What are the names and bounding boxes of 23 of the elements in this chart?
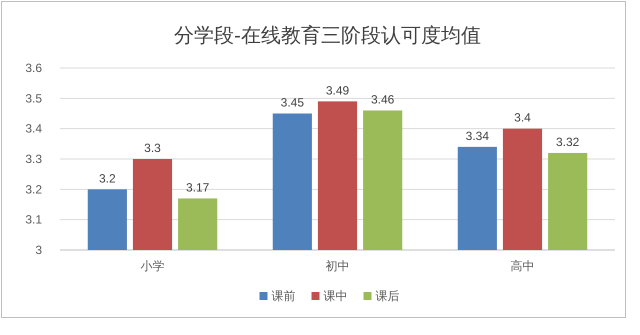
y-tick-label: 3.4 xyxy=(25,122,42,136)
data-label: 3.46 xyxy=(370,92,395,106)
legend-label: 课前 xyxy=(272,289,296,303)
x-tick-label: 初中 xyxy=(326,259,350,273)
x-tick-label: 小学 xyxy=(140,259,164,273)
data-label: 3.49 xyxy=(326,83,350,98)
y-tick-label: 3.6 xyxy=(25,61,42,75)
data-label: 3.32 xyxy=(556,134,580,149)
y-tick-label: 3 xyxy=(35,243,42,257)
data-label: 3.34 xyxy=(466,128,490,143)
y-tick-label: 3.1 xyxy=(25,212,42,227)
y-tick-label: 3.2 xyxy=(25,182,42,196)
data-label: 3.3 xyxy=(144,141,162,155)
y-tick-label: 3.5 xyxy=(25,91,42,106)
legend-label: 课中 xyxy=(324,289,348,303)
data-label: 3.17 xyxy=(186,180,210,194)
y-tick-label: 3.3 xyxy=(25,152,42,166)
data-label: 3.2 xyxy=(98,171,116,186)
chart-title: 分学段-在线教育三阶段认可度均值 xyxy=(174,24,481,47)
data-label: 3.4 xyxy=(514,110,532,125)
data-label: 3.45 xyxy=(280,96,304,110)
legend-label: 课后 xyxy=(376,289,400,303)
x-tick-label: 高中 xyxy=(510,259,534,273)
